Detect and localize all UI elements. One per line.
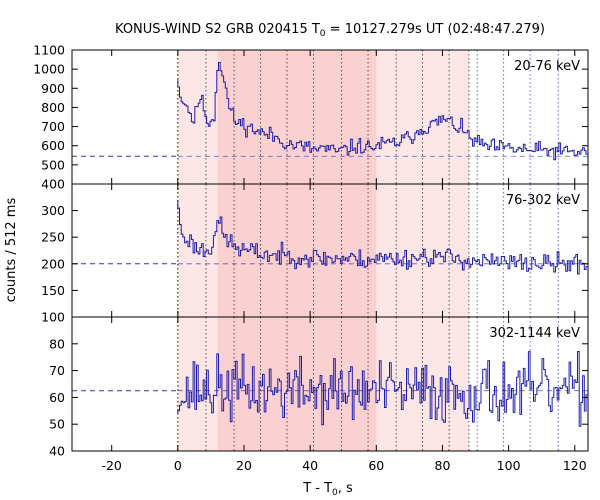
shaded-region-dark [217,50,377,184]
y-tick-label: 300 [41,203,65,218]
y-tick-label: 800 [41,100,65,115]
x-axis-label: T - T0, s [302,481,353,498]
chart-title: KONUS-WIND S2 GRB 020415 T0 = 10127.279s… [115,22,545,39]
energy-band-label: 302-1144 keV [489,326,580,341]
energy-band-label: 20-76 keV [514,59,580,74]
chart-title-prefix: KONUS-WIND S2 GRB 020415 T [115,22,320,37]
y-tick-label: 1100 [33,43,65,58]
y-tick-label: 900 [41,81,65,96]
count-rate-series [177,200,588,275]
x-axis-label-subscript: 0 [332,488,338,498]
x-tick-label: 80 [435,458,451,473]
panel-frame [71,316,589,452]
panel-2: 100 150 200 250 300 76-302 keV [41,183,589,325]
x-tick-label: 40 [302,458,318,473]
panel-3: 40 50 60 70 80 302-1144 keV [49,316,589,459]
y-tick-label: 400 [41,177,65,192]
x-axis-label-suffix: , s [338,481,353,496]
y-tick-label: 50 [49,417,65,432]
x-tick-label: 100 [497,458,521,473]
x-tick-label: 0 [174,458,182,473]
count-rate-series [177,351,588,427]
y-tick-label: 70 [49,363,65,378]
y-tick-label: 500 [41,157,65,172]
chart-title-subscript: 0 [320,29,326,39]
y-tick-label: 150 [41,283,65,298]
y-tick-label: 700 [41,119,65,134]
y-tick-label: 100 [41,310,65,325]
y-tick-label: 80 [49,336,65,351]
y-tick-label: 40 [49,444,65,459]
x-tick-label: 120 [563,458,587,473]
x-tick-label: 60 [368,458,384,473]
shaded-region-dark [217,184,377,317]
energy-band-label: 76-302 keV [506,193,580,208]
panel-1: 400 500 600 700 800 900 1000 1100 20-76 keV [33,43,589,192]
chart-title-suffix: = 10127.279s UT (02:48:47.279) [326,22,545,37]
y-tick-label: 1000 [33,62,65,77]
y-tick-label: 250 [41,230,65,245]
x-tick-label: 20 [236,458,252,473]
y-tick-label: 200 [41,256,65,271]
y-tick-label: 60 [49,390,65,405]
y-tick-label: 600 [41,138,65,153]
x-tick-label: -20 [101,458,121,473]
x-axis-label-prefix: T - T [302,481,332,496]
y-axis-label: counts / 512 ms [4,198,19,303]
count-rate-series [177,62,588,161]
